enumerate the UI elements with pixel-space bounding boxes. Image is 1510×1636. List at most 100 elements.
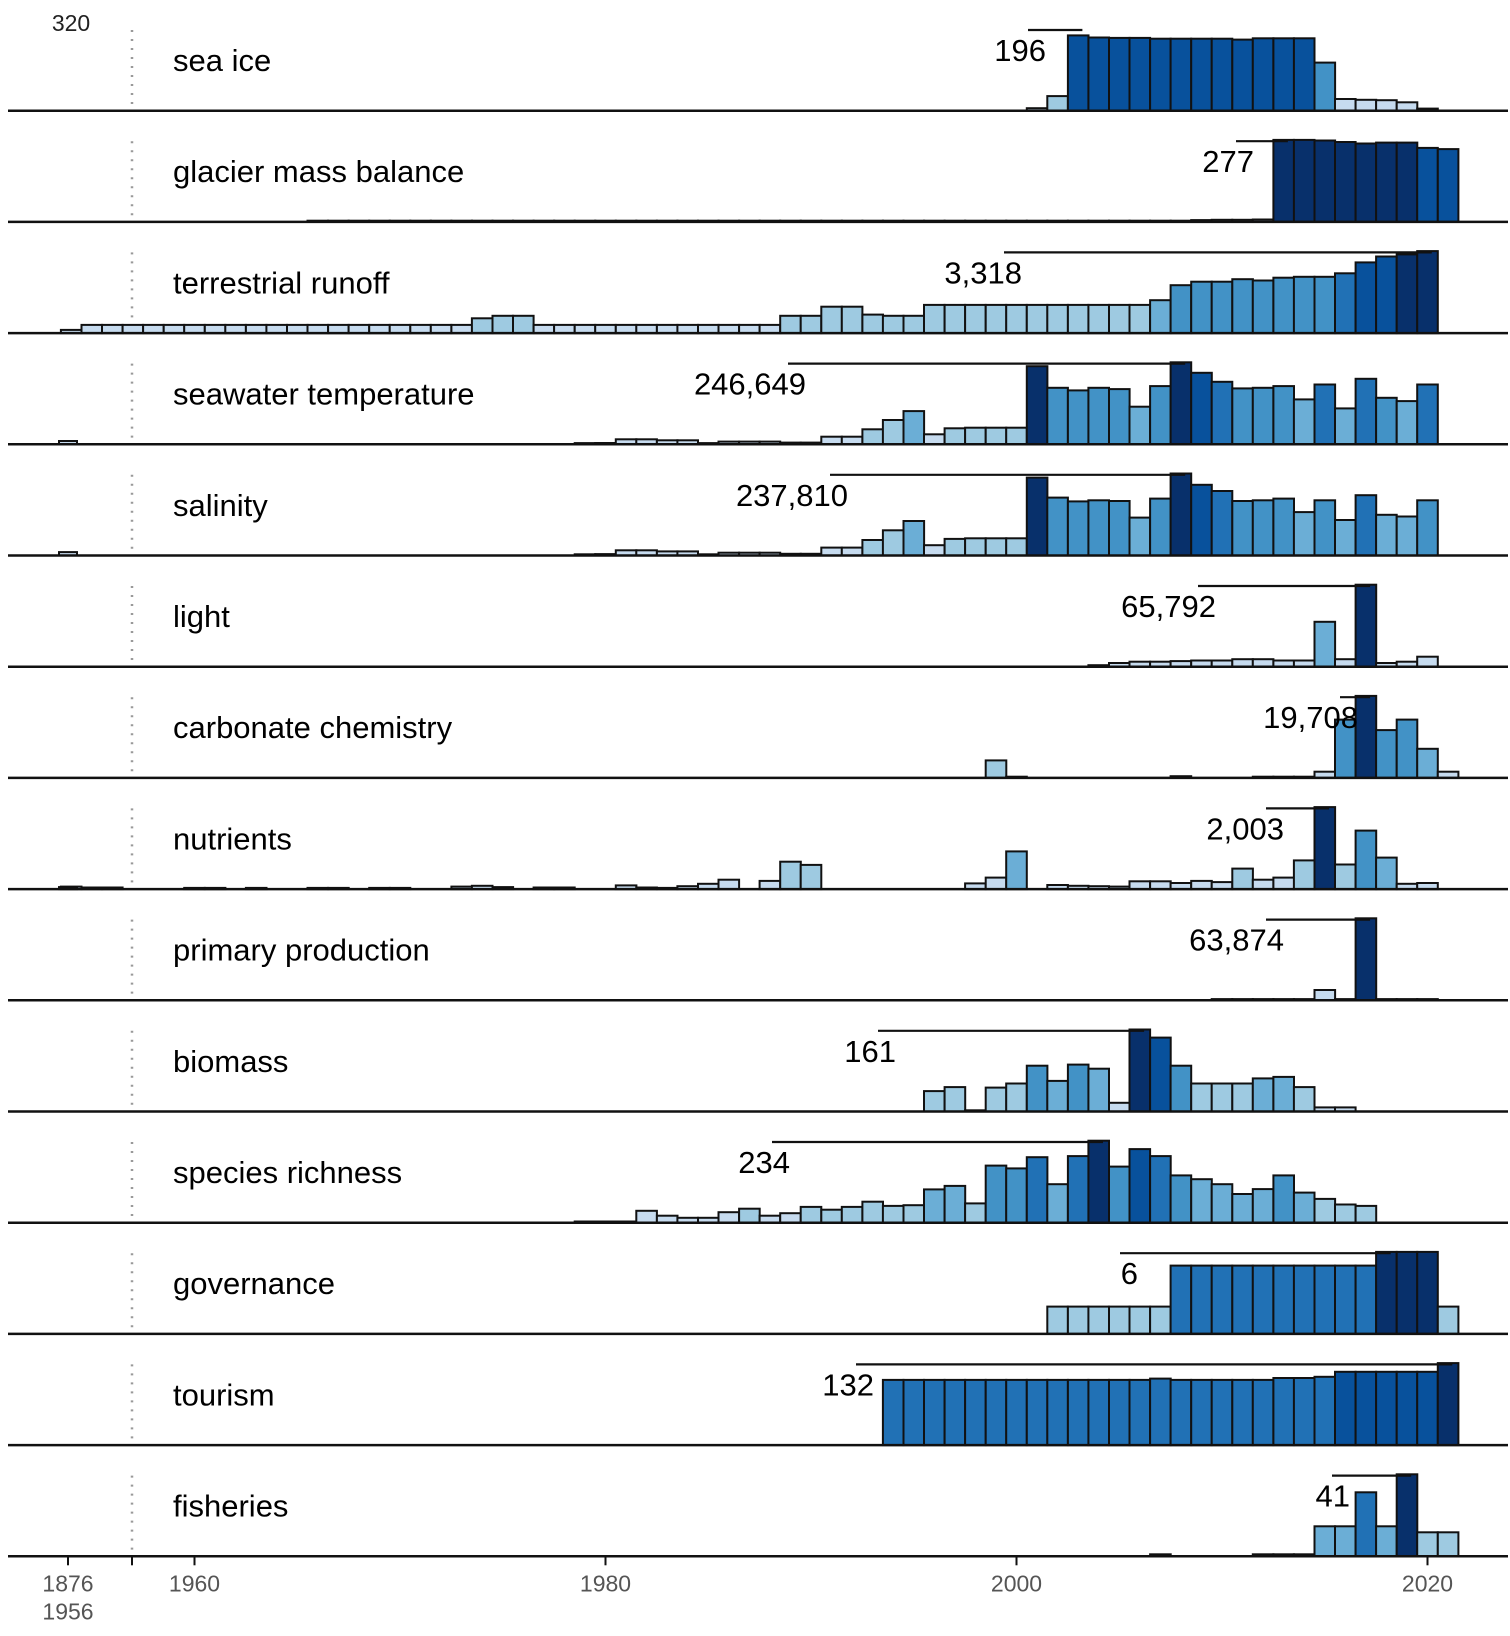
bar [1066,303,1090,335]
bar [1149,385,1172,446]
row-glacier-mass-balance: glacier mass balance 277 [8,138,1508,224]
bar [1087,499,1111,557]
bar [635,1209,658,1224]
x-tick-label: 1876 [42,1570,93,1596]
bar [1149,1305,1172,1335]
bar [1251,499,1275,557]
bar [943,537,967,557]
bar [1108,1101,1131,1113]
bar [1046,496,1069,557]
bar [1395,101,1419,112]
bar [1334,272,1357,335]
bar [1375,141,1398,223]
row-carbonate-chemistry: carbonate chemistry 19,708 [8,694,1508,780]
bar [1005,303,1028,335]
bar [1436,1362,1460,1447]
bar [1251,37,1275,112]
bar [1210,380,1234,446]
bar [1272,385,1296,446]
bar [1046,1305,1069,1335]
bar [881,529,905,557]
bar [1292,138,1316,223]
bar [1334,98,1357,112]
bar [1313,806,1337,891]
bar [799,863,823,891]
bar [1046,95,1069,112]
bar [1231,1378,1254,1447]
bar [840,1205,864,1224]
bar [1354,1264,1378,1335]
row-salinity: salinity 237,810 [8,472,1508,557]
peak-label: 132 [822,1367,874,1402]
bar [1354,1204,1378,1224]
bar [1272,37,1296,112]
bar [1231,1193,1254,1224]
bar [1128,1305,1152,1335]
bar [1313,1375,1337,1447]
row-label: terrestrial runoff [173,265,390,300]
bar [1251,386,1275,446]
bar [470,317,494,335]
bar [1395,253,1419,335]
bar [779,314,802,335]
bar [1416,655,1439,668]
bar [1149,1377,1172,1447]
bar [1416,250,1439,335]
bar [1313,1264,1337,1335]
bar [1272,876,1296,891]
bar [1436,1531,1460,1558]
bar [1231,278,1254,335]
bar [1128,1148,1152,1224]
bar [1272,497,1296,557]
row-label: nutrients [173,821,292,856]
bar [1231,1264,1254,1335]
bar [1190,483,1213,557]
row-governance: governance 6 [8,1250,1508,1336]
bar [1272,138,1296,223]
bar [1272,1174,1296,1224]
bar [1313,989,1337,1002]
bar [902,1378,926,1447]
bar [902,520,926,557]
bar [1025,303,1049,335]
bar [1436,148,1460,223]
bar [1416,146,1439,223]
bar [1292,1377,1316,1447]
bar [1334,1264,1357,1335]
peak-label: 246,649 [694,367,806,402]
bar [984,426,1008,446]
bar [923,1188,946,1224]
bar [1046,1183,1069,1224]
bar [1169,1378,1193,1447]
bar [1108,500,1131,557]
bar [1375,396,1398,446]
bar [1334,519,1357,557]
bar [1436,1305,1460,1335]
bar [1128,36,1152,112]
bar [1169,1264,1193,1335]
bar [984,759,1008,779]
bar [1416,1531,1439,1558]
bar [1313,1525,1337,1558]
bar [1292,1086,1316,1113]
bar [1005,537,1028,557]
bar [1251,1188,1275,1224]
bar [799,1205,823,1224]
row-sea-ice: sea ice 196 [8,28,1508,112]
bar [1375,513,1398,557]
bar [923,303,946,335]
bar [820,1208,843,1224]
row-label: biomass [173,1044,288,1079]
bar [1313,139,1337,223]
bar [1292,398,1316,446]
bar [779,860,802,891]
peak-label: 277 [1202,144,1254,179]
bar [1334,141,1357,223]
bar [1313,499,1337,557]
row-light: light 65,792 [8,583,1508,668]
bar [1354,1370,1378,1447]
bar [1231,38,1254,112]
bar [881,314,905,335]
bar [1128,516,1152,557]
bar [1087,1378,1111,1447]
